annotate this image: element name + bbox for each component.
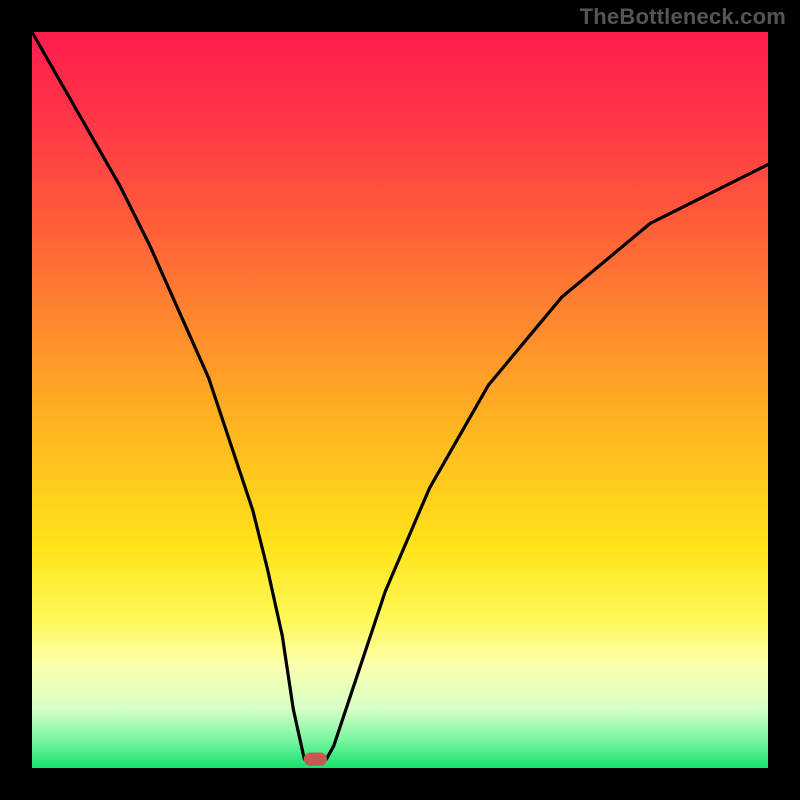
plot-background xyxy=(32,32,768,768)
chart-frame: TheBottleneck.com xyxy=(0,0,800,800)
minimum-marker xyxy=(304,753,328,766)
bottleneck-chart xyxy=(0,0,800,800)
